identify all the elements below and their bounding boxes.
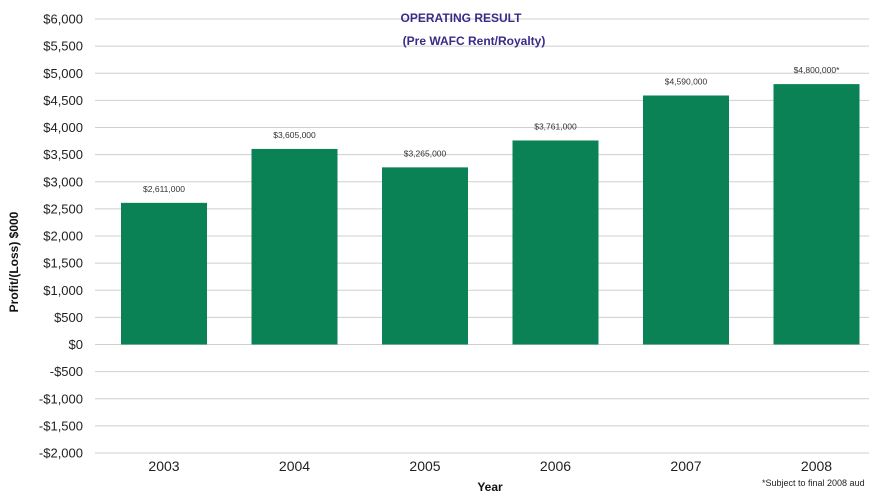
x-tick-label: 2008 (801, 458, 832, 474)
chart-subtitle: (Pre WAFC Rent/Royalty) (403, 34, 546, 48)
y-tick-label: $0 (69, 337, 83, 352)
bar-2005 (382, 167, 468, 345)
y-tick-label: $3,000 (43, 174, 83, 189)
x-tick-label: 2006 (540, 458, 571, 474)
data-label: $3,605,000 (273, 130, 316, 140)
y-tick-label: $5,500 (43, 39, 83, 54)
x-axis-label: Year (477, 480, 503, 492)
data-label: $4,800,000* (794, 65, 841, 75)
bar-2006 (512, 140, 599, 345)
x-tick-label: 2007 (670, 458, 701, 474)
y-tick-label: -$500 (50, 364, 83, 379)
gridlines (95, 18, 869, 454)
y-tick-label: $5,000 (43, 66, 83, 81)
y-tick-label: -$1,500 (39, 418, 83, 433)
y-tick-label: $2,500 (43, 201, 83, 216)
bars (121, 84, 860, 345)
chart-title: OPERATING RESULT (401, 11, 523, 25)
y-tick-label: $6,000 (43, 12, 83, 27)
y-tick-label: $1,500 (43, 256, 83, 271)
data-label: $2,611,000 (143, 184, 185, 194)
data-label: $4,590,000 (665, 76, 708, 86)
data-label: $3,265,000 (404, 148, 447, 158)
y-tick-label: $500 (54, 310, 83, 325)
y-tick-label: $3,500 (43, 147, 83, 162)
y-tick-label: $2,000 (43, 229, 83, 244)
y-tick-label: $4,000 (43, 120, 83, 135)
y-tick-label: -$1,000 (39, 391, 83, 406)
x-axis-ticks: 2003 2004 2005 2006 2007 2008 (148, 458, 832, 474)
footnote: *Subject to final 2008 aud (762, 478, 865, 488)
x-tick-label: 2003 (148, 458, 179, 474)
y-axis-ticks: $6,000 $5,500 $5,000 $4,500 $4,000 $3,500 $3,0… (39, 12, 83, 461)
x-tick-label: 2004 (279, 458, 310, 474)
y-axis-label: Profit/(Loss) $000 (7, 211, 21, 312)
data-label: $3,761,000 (534, 121, 577, 131)
bar-2003 (121, 202, 207, 345)
x-tick-label: 2005 (409, 458, 440, 474)
y-tick-label: -$2,000 (39, 446, 83, 461)
bar-2004 (251, 148, 338, 345)
y-tick-label: $1,000 (43, 283, 83, 298)
data-labels: $2,611,000 $3,605,000 $3,265,000 $3,761,000… (143, 65, 840, 194)
bar-2007 (643, 95, 729, 345)
bar-2008 (773, 84, 860, 345)
y-tick-label: $4,500 (43, 93, 83, 108)
